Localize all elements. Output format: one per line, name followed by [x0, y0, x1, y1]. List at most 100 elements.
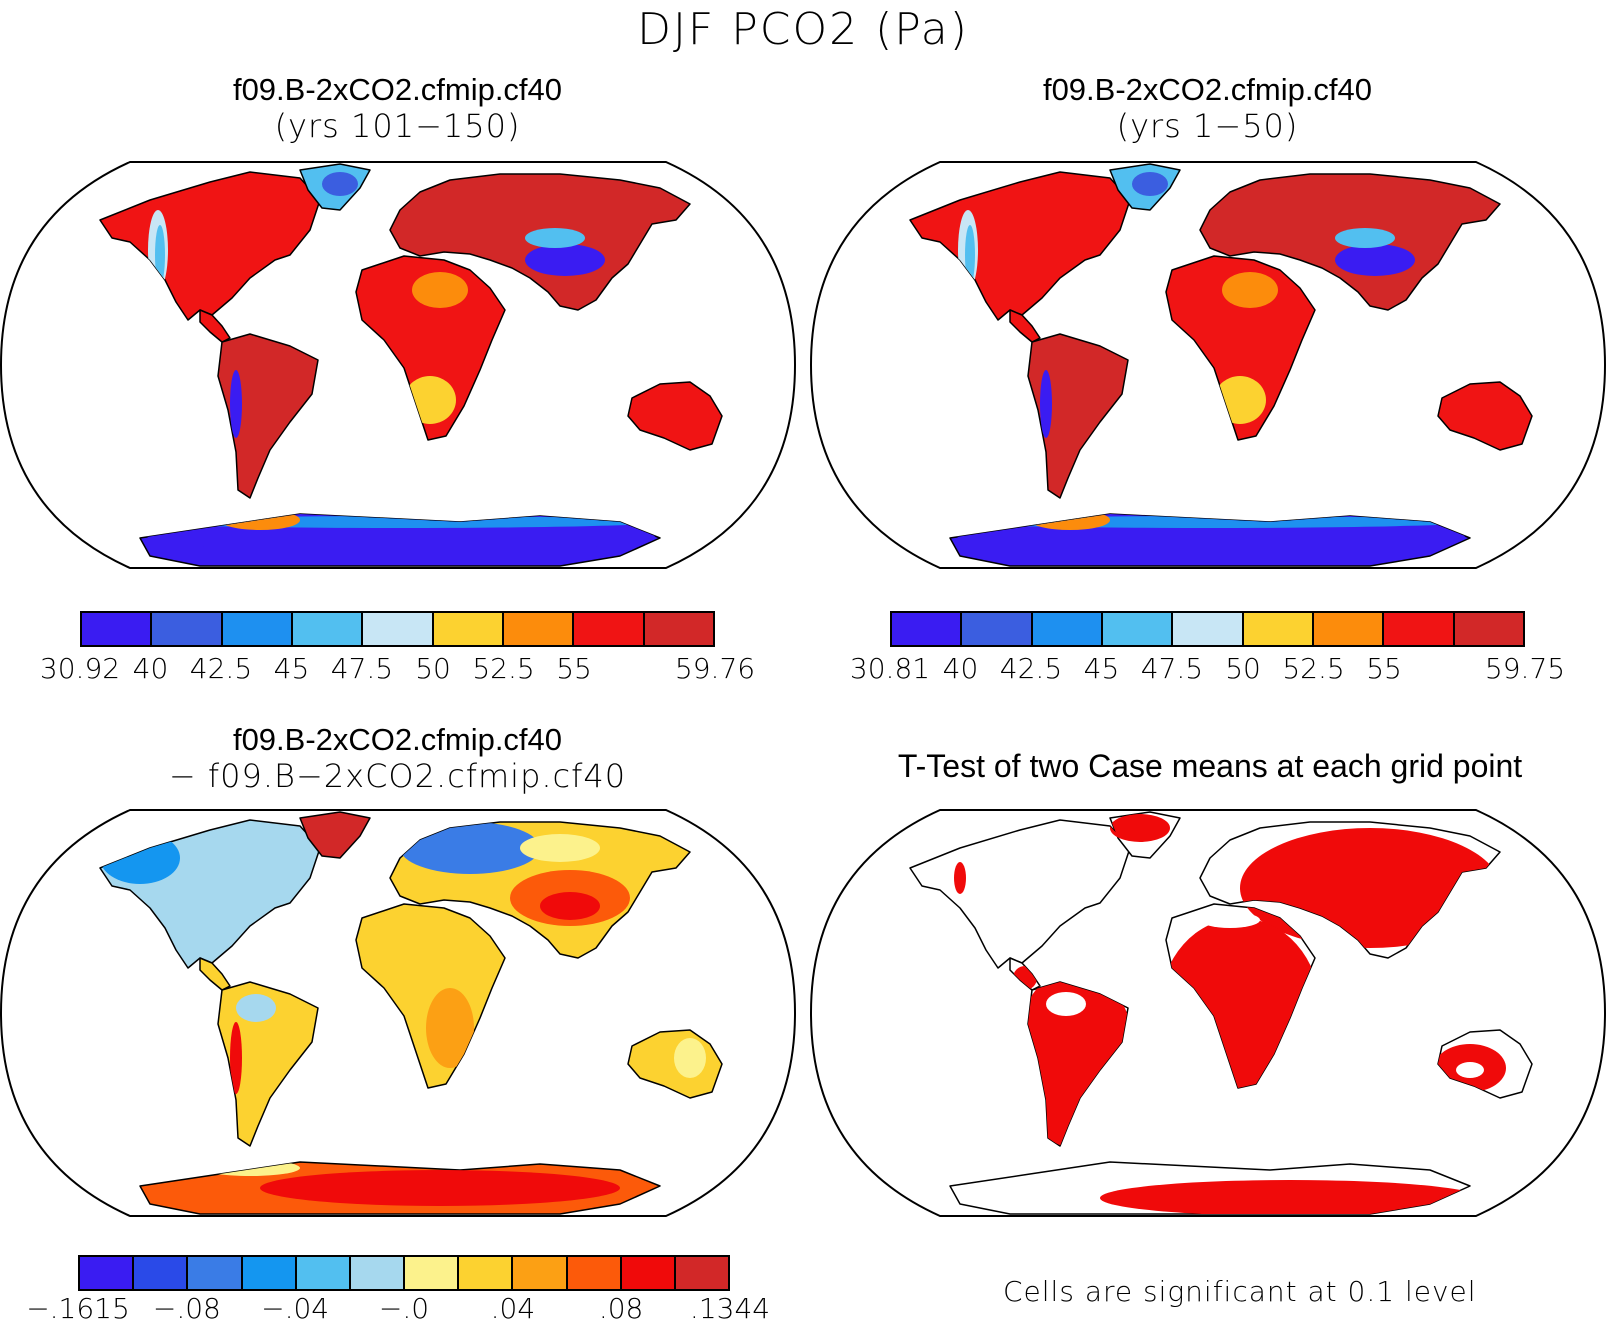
southern-africa-shading: [1214, 376, 1266, 424]
colorbar-swatch: [80, 1257, 135, 1289]
colorbar-swatch: [152, 613, 223, 645]
east-australia-shading: [674, 1038, 706, 1078]
south-america: [217, 333, 319, 499]
colorbar-tick-label: 55: [556, 652, 592, 685]
colorbar-swatch: [1313, 613, 1385, 645]
arctic-canada-shading: [100, 832, 180, 884]
colorbar-swatch: [1243, 613, 1314, 645]
north-america: [909, 171, 1131, 321]
colorbar-swatch: [1384, 613, 1455, 645]
colorbar-swatch: [459, 1257, 514, 1289]
colorbar-swatch: [1173, 613, 1244, 645]
panel-4-title: T-Test of two Case means at each grid po…: [830, 748, 1590, 784]
colorbar-tick-label: 45: [273, 652, 310, 685]
colorbar-swatch: [1102, 613, 1174, 645]
colorbar-panel-1: [80, 611, 715, 647]
northern-europe-shading: [400, 822, 540, 874]
colorbar-tick-label: 47.5: [330, 652, 394, 685]
colorbar-tick-label: 50: [415, 652, 451, 685]
rockies-core: [965, 225, 975, 285]
colorbar-tick-label: −.0: [378, 1292, 430, 1325]
colorbar-swatch: [892, 613, 963, 645]
panel-4-ttest-title: T-Test of two Case means at each grid po…: [897, 748, 1523, 784]
colorbar-tick-label: 30.81: [849, 652, 931, 685]
central-asia-shading: [525, 228, 585, 248]
colorbar-swatch: [1032, 613, 1103, 645]
panel-3-diff-case: − f09.B−2xCO2.cfmip.cf40: [168, 757, 627, 795]
central-america: [199, 957, 231, 991]
panel-2-case-name: f09.B-2xCO2.cfmip.cf40: [1042, 72, 1373, 107]
antarctic-plateau: [140, 510, 660, 554]
panel-1-years: (yrs 101−150): [274, 107, 521, 145]
west-coast-significant: [954, 862, 966, 894]
africa-significant: [1160, 918, 1320, 1098]
tibet-core: [1335, 244, 1415, 276]
colorbar-tick-label: 42.5: [189, 652, 253, 685]
panel-1-title: f09.B-2xCO2.cfmip.cf40 (yrs 101−150): [100, 72, 695, 144]
antarctic-peninsula: [220, 510, 300, 530]
australia: [1437, 381, 1533, 451]
africa: [355, 903, 506, 1089]
tibet-core: [540, 892, 600, 920]
north-america: [99, 171, 321, 321]
central-america: [1009, 309, 1041, 343]
colorbar-swatch: [513, 1257, 568, 1289]
east-africa-shading: [426, 988, 474, 1068]
map-boundary: [810, 809, 1606, 1217]
colorbar-swatch: [962, 613, 1033, 645]
africa: [355, 255, 506, 441]
map-boundary: [0, 809, 796, 1217]
panel-2-years: (yrs 1−50): [1116, 107, 1299, 145]
greenland-significant: [1110, 814, 1170, 842]
map-panel-2: [810, 161, 1606, 569]
colorbar-swatch: [188, 1257, 243, 1289]
colorbar-tick-label: 45: [1083, 652, 1120, 685]
sahara-shading: [412, 272, 468, 308]
colorbar-tick-label: 55: [1366, 652, 1402, 685]
colorbar-tick-label: 47.5: [1140, 652, 1204, 685]
colorbar-swatch: [644, 613, 713, 645]
antarctic-plateau: [950, 510, 1470, 554]
greenland-core: [322, 172, 358, 196]
antarctic-peninsula: [200, 1160, 300, 1176]
southern-africa-shading: [404, 376, 456, 424]
colorbar-swatch: [82, 613, 153, 645]
central-america-significant: [1013, 966, 1037, 990]
colorbar-swatch: [363, 613, 434, 645]
colorbar-swatch: [567, 1257, 622, 1289]
central-america: [199, 309, 231, 343]
colorbar-swatch: [134, 1257, 189, 1289]
andes-core: [230, 1022, 242, 1094]
colorbar-tick-label: −.04: [261, 1292, 330, 1325]
colorbar-swatch: [405, 1257, 460, 1289]
colorbar-tick-label: 50: [1225, 652, 1261, 685]
sahara-shading: [1222, 272, 1278, 308]
australia-not-significant: [1456, 1062, 1484, 1078]
colorbar-swatch: [675, 1257, 729, 1289]
map-land-layer: [99, 811, 723, 1215]
colorbar-swatch: [1454, 613, 1523, 645]
colorbar-swatch: [292, 613, 364, 645]
map-panel-1: [0, 161, 796, 569]
map-boundary: [0, 161, 796, 569]
antarctic-core: [260, 1170, 620, 1206]
significance-note: Cells are significant at 0.1 level: [1003, 1275, 1477, 1308]
colorbar-swatch: [621, 1257, 676, 1289]
colorbar-panel-2: [890, 611, 1525, 647]
colorbar-panel-3: [78, 1255, 730, 1291]
south-america: [1027, 333, 1129, 499]
colorbar-tick-label: 42.5: [999, 652, 1063, 685]
south-america: [217, 981, 319, 1147]
map-panel-4: [810, 809, 1606, 1217]
tibet-core: [525, 244, 605, 276]
panel-3-title: f09.B-2xCO2.cfmip.cf40 − f09.B−2xCO2.cfm…: [100, 722, 695, 794]
andes-core: [230, 370, 242, 438]
colorbar-tick-label: .08: [598, 1292, 644, 1325]
colorbar-swatch: [350, 1257, 406, 1289]
australia: [627, 381, 723, 451]
colorbar-tick-label: 52.5: [1282, 652, 1345, 685]
panel-1-case-name: f09.B-2xCO2.cfmip.cf40: [232, 72, 563, 107]
map-land-layer: [99, 163, 723, 567]
amazon-shading: [236, 994, 276, 1022]
central-asia-shading: [1335, 228, 1395, 248]
